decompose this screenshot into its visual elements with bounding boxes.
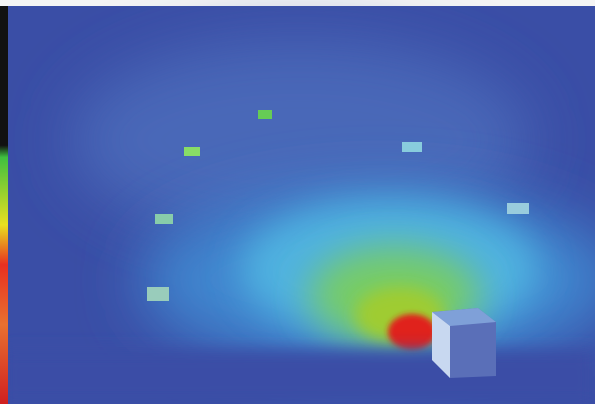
source — [147, 287, 169, 301]
faint-plume — [70, 40, 530, 240]
source — [184, 147, 200, 156]
source — [155, 214, 173, 224]
source — [507, 203, 529, 214]
top-edge — [0, 0, 595, 6]
hot-zone — [388, 314, 436, 350]
source — [402, 142, 422, 152]
box-side — [432, 312, 450, 378]
heat-source-box — [432, 308, 496, 378]
box-top — [432, 308, 496, 326]
source — [258, 110, 272, 119]
color-scale-edge — [0, 6, 8, 404]
floor — [0, 350, 595, 404]
small-sources — [147, 110, 529, 301]
